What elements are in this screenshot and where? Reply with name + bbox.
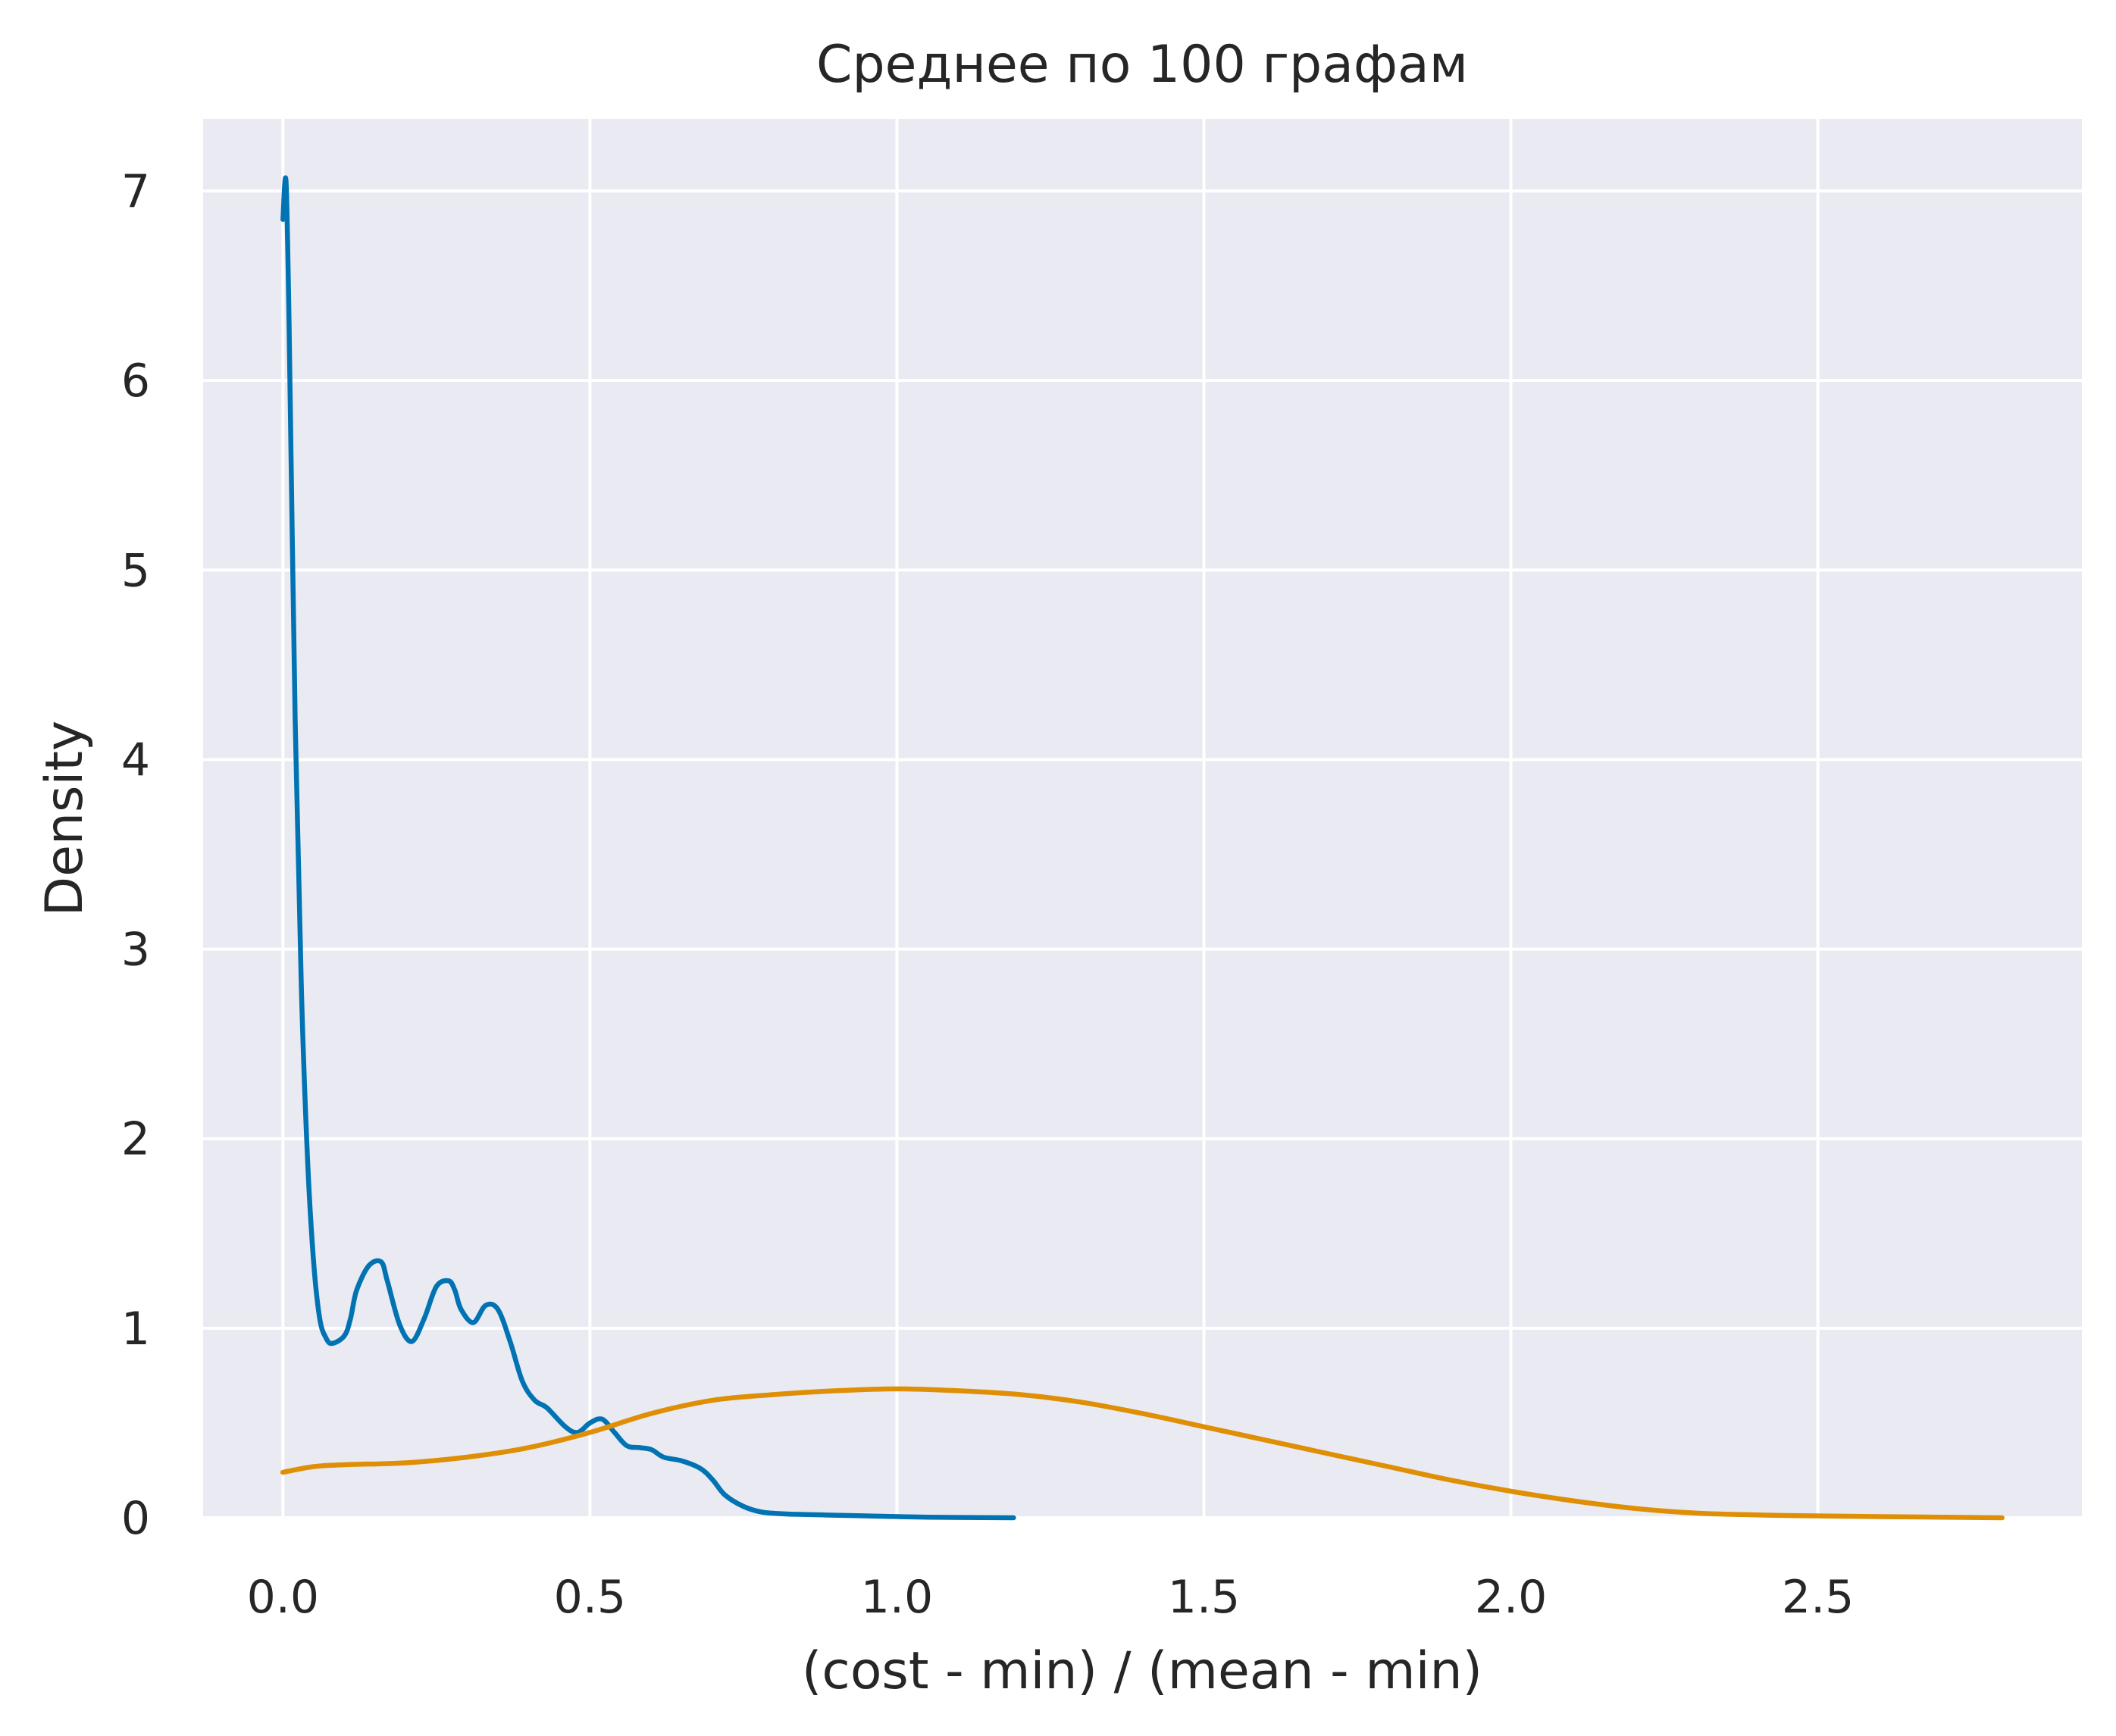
x-tick-label: 1.0: [861, 1571, 933, 1624]
x-tick-label: 0.0: [247, 1571, 319, 1624]
y-tick-label: 2: [121, 1113, 150, 1166]
x-tick-label: 2.5: [1782, 1571, 1854, 1624]
x-tick-label: 2.0: [1475, 1571, 1547, 1624]
x-tick-label: 1.5: [1168, 1571, 1240, 1624]
y-tick-label: 1: [121, 1303, 150, 1356]
y-tick-label: 5: [121, 544, 150, 597]
x-axis-label: (cost - min) / (mean - min): [802, 1641, 1482, 1701]
series-line-1: [280, 175, 1016, 1521]
grid-lines: [203, 119, 2082, 1519]
y-axis-label: Density: [35, 721, 95, 917]
y-tick-label: 6: [121, 355, 150, 408]
chart-title: Среднее по 100 графам: [816, 35, 1468, 95]
y-tick-label: 7: [121, 165, 150, 218]
plot-area: [203, 119, 2082, 1518]
series-line-2: [280, 1386, 2005, 1521]
series-lines: [280, 175, 2005, 1521]
y-tick-label: 4: [121, 733, 150, 787]
y-tick-label: 3: [121, 924, 150, 977]
y-tick-label: 0: [121, 1492, 150, 1545]
tick-labels: 0.0 0.5 1.0 1.5 2.0 2.5 0 1 2 3 4 5 6 7: [121, 165, 1855, 1624]
x-tick-label: 0.5: [554, 1571, 626, 1624]
